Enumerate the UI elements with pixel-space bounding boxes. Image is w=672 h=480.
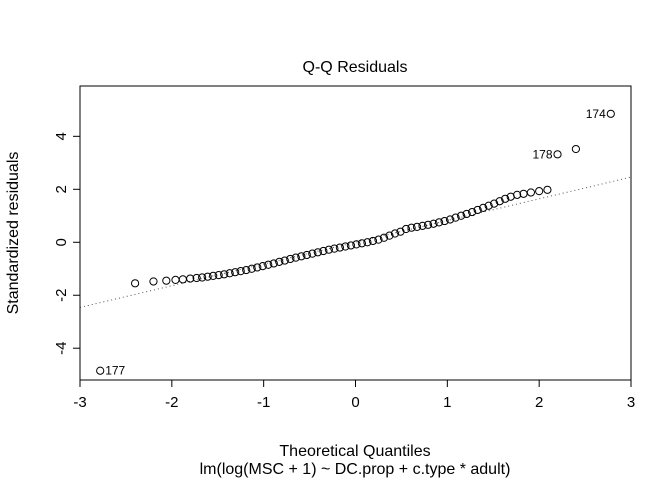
point-label: 178	[533, 147, 553, 161]
x-tick-label: -1	[257, 394, 270, 411]
data-point	[357, 239, 367, 248]
data-point	[220, 270, 229, 279]
data-point	[162, 276, 171, 285]
y-tick-label: 2	[53, 185, 70, 193]
x-tick-label: 0	[351, 394, 359, 411]
data-point	[462, 209, 471, 219]
data-point	[96, 366, 105, 375]
data-point	[543, 185, 552, 194]
data-point	[352, 240, 361, 249]
data-point	[171, 275, 180, 284]
data-point	[418, 221, 427, 230]
y-tick-label: 4	[53, 132, 70, 140]
data-point	[457, 211, 466, 220]
data-point	[264, 260, 273, 269]
data-point	[490, 199, 499, 208]
data-point	[231, 268, 240, 277]
data-point	[495, 197, 504, 206]
data-point	[297, 252, 306, 261]
y-tick-label: -2	[53, 289, 70, 302]
data-point	[186, 274, 195, 283]
data-point	[346, 241, 356, 250]
data-point	[526, 188, 536, 197]
data-point	[269, 259, 278, 268]
data-point	[368, 236, 378, 246]
data-point	[396, 227, 405, 236]
data-point	[440, 216, 449, 226]
data-point	[198, 273, 207, 282]
y-tick-label: 0	[53, 238, 70, 246]
data-point	[390, 229, 400, 238]
data-point	[412, 222, 422, 232]
data-point	[308, 249, 317, 258]
data-point	[423, 220, 433, 229]
data-point	[253, 263, 262, 272]
data-point	[280, 256, 289, 265]
chart-subtitle: lm(log(MSC + 1) ~ DC.prop + c.type * adu…	[200, 461, 511, 478]
y-tick-label: -4	[53, 342, 70, 355]
y-axis: -4 -2 0 2 4	[53, 132, 81, 355]
chart-title: Q-Q Residuals	[303, 59, 408, 76]
data-point	[335, 243, 344, 252]
point-label: 177	[105, 364, 125, 378]
data-point	[258, 262, 267, 271]
data-point	[313, 248, 322, 257]
data-point	[149, 277, 158, 286]
data-point	[203, 272, 212, 281]
y-axis-label: Standardized residuals	[5, 152, 22, 315]
x-tick-label: -2	[165, 394, 178, 411]
data-point	[407, 223, 416, 232]
data-points	[96, 109, 615, 375]
data-point	[330, 244, 339, 253]
data-point	[553, 150, 562, 159]
data-point	[275, 257, 284, 266]
data-point	[242, 265, 251, 275]
data-point	[479, 203, 488, 212]
data-point	[324, 245, 333, 254]
x-tick-label: 2	[535, 394, 543, 411]
x-tick-label: -3	[73, 394, 86, 411]
x-tick-label: 1	[443, 394, 451, 411]
point-label: 174	[586, 107, 606, 121]
data-point	[379, 233, 389, 242]
data-point	[247, 264, 256, 273]
data-point	[385, 231, 394, 240]
data-point	[451, 213, 460, 222]
data-point	[341, 242, 350, 251]
data-point	[434, 218, 444, 227]
data-point	[291, 253, 300, 262]
x-axis: -3 -2 -1 0 1 2 3	[73, 379, 635, 411]
x-axis-label: Theoretical Quantiles	[279, 443, 430, 460]
data-point	[302, 250, 311, 260]
data-point	[286, 254, 295, 264]
data-point	[513, 190, 522, 199]
data-point	[214, 271, 223, 280]
data-point	[178, 275, 187, 284]
data-point	[192, 273, 201, 283]
data-point	[131, 279, 140, 288]
plot-frame	[79, 85, 632, 381]
point-labels: 174 178 177	[105, 107, 606, 378]
data-point	[209, 271, 218, 281]
data-point	[571, 144, 581, 154]
data-point	[484, 201, 493, 210]
data-point	[473, 205, 482, 215]
data-point	[445, 215, 455, 224]
data-point	[468, 207, 477, 217]
data-point	[374, 235, 383, 244]
data-point	[429, 219, 438, 228]
data-point	[225, 269, 234, 278]
data-point	[236, 267, 245, 276]
data-point	[535, 187, 544, 196]
data-point	[606, 109, 615, 118]
x-tick-label: 3	[627, 394, 635, 411]
data-point	[319, 246, 328, 256]
data-point	[401, 224, 411, 234]
data-point	[501, 194, 510, 203]
data-point	[363, 238, 372, 247]
reference-line	[79, 176, 632, 308]
